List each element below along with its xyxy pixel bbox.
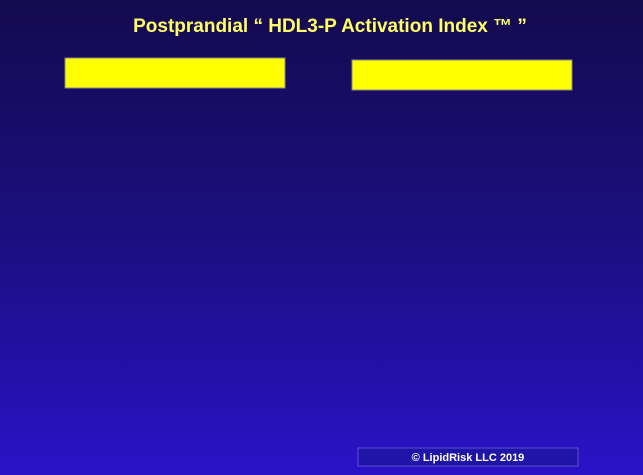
patient-label-box: Diabetic Patient Lipoprotein Particle Pr… — [351, 59, 573, 91]
patient-label-box: Healthy Patient Lipoprotein Particle Pro… — [64, 57, 286, 89]
slide-title: Postprandial “ HDL3-P Activation Index ™… — [133, 16, 527, 37]
copyright-box — [357, 447, 579, 467]
patient-panel: Healthy Patient Lipoprotein Particle Pro… — [64, 57, 286, 89]
patient-panel: Diabetic Patient Lipoprotein Particle Pr… — [351, 59, 573, 91]
copyright-text: © LipidRisk LLC 2019 — [412, 452, 525, 464]
